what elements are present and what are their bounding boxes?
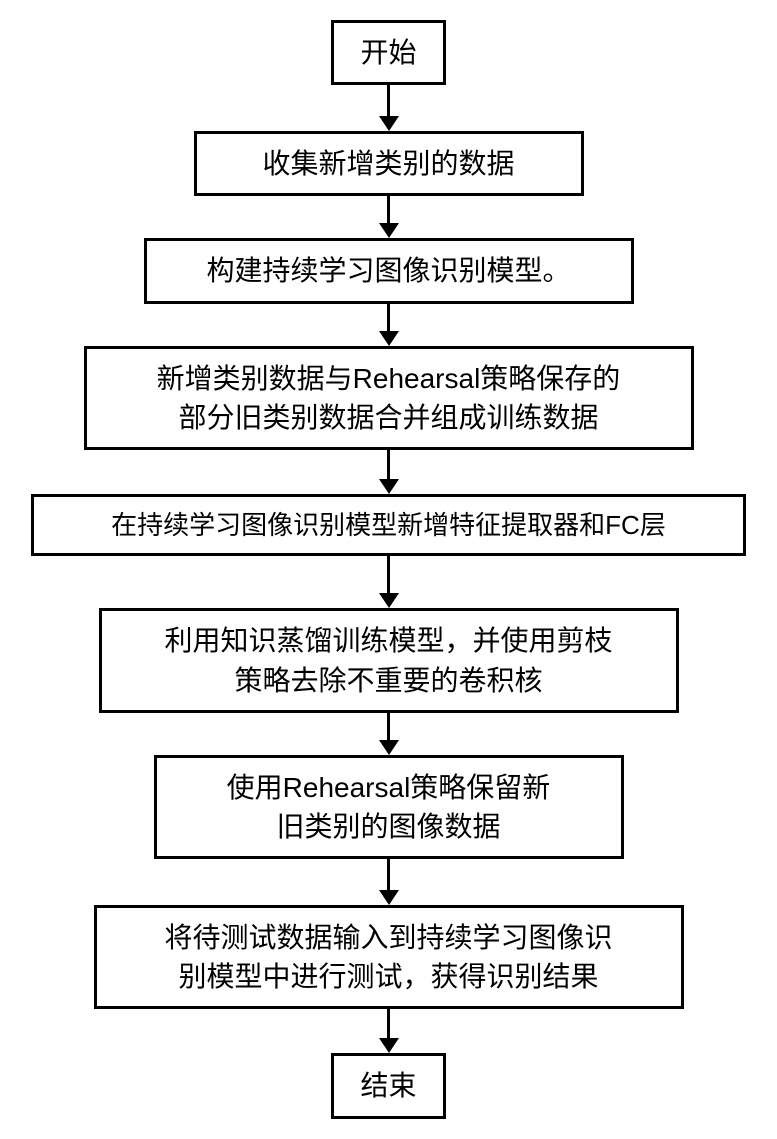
node-label: 在持续学习图像识别模型新增特征提取器和FC层 (111, 507, 666, 543)
node-label: 新增类别数据与Rehearsal策略保存的 部分旧类别数据合并组成训练数据 (157, 359, 621, 437)
arrow (379, 304, 399, 346)
node-distill: 利用知识蒸馏训练模型，并使用剪枝 策略去除不重要的卷积核 (99, 608, 679, 712)
node-label: 构建持续学习图像识别模型。 (206, 251, 570, 290)
node-end: 结束 (331, 1053, 446, 1118)
arrow-line (387, 304, 390, 332)
arrow-line (387, 196, 390, 224)
node-merge: 新增类别数据与Rehearsal策略保存的 部分旧类别数据合并组成训练数据 (84, 346, 694, 450)
arrow-line (387, 556, 390, 594)
arrow-head (379, 740, 399, 755)
arrow-line (387, 713, 390, 741)
arrow (379, 85, 399, 131)
arrow (379, 1009, 399, 1053)
arrow (379, 450, 399, 494)
node-addlayer: 在持续学习图像识别模型新增特征提取器和FC层 (31, 494, 746, 556)
arrow-head (379, 1038, 399, 1053)
node-label: 将待测试数据输入到持续学习图像识 别模型中进行测试，获得识别结果 (164, 918, 612, 996)
arrow (379, 859, 399, 905)
node-label: 利用知识蒸馏训练模型，并使用剪枝 策略去除不重要的卷积核 (164, 621, 612, 699)
node-test: 将待测试数据输入到持续学习图像识 别模型中进行测试，获得识别结果 (94, 905, 684, 1009)
node-build: 构建持续学习图像识别模型。 (144, 238, 634, 303)
node-label: 开始 (360, 33, 416, 72)
arrow-head (379, 890, 399, 905)
node-retain: 使用Rehearsal策略保留新 旧类别的图像数据 (154, 755, 624, 859)
node-collect: 收集新增类别的数据 (194, 131, 584, 196)
arrow-line (387, 1009, 390, 1039)
node-label: 结束 (360, 1066, 416, 1105)
flowchart-container: 开始 收集新增类别的数据 构建持续学习图像识别模型。 新增类别数据与Rehear… (30, 20, 747, 1119)
arrow (379, 556, 399, 608)
arrow-head (379, 479, 399, 494)
arrow-head (379, 593, 399, 608)
arrow-line (387, 85, 390, 117)
arrow (379, 196, 399, 238)
arrow-head (379, 116, 399, 131)
arrow-head (379, 331, 399, 346)
arrow-line (387, 859, 390, 891)
arrow-line (387, 450, 390, 480)
node-label: 收集新增类别的数据 (262, 144, 514, 183)
node-start: 开始 (331, 20, 446, 85)
node-label: 使用Rehearsal策略保留新 旧类别的图像数据 (227, 768, 551, 846)
arrow-head (379, 223, 399, 238)
arrow (379, 713, 399, 755)
